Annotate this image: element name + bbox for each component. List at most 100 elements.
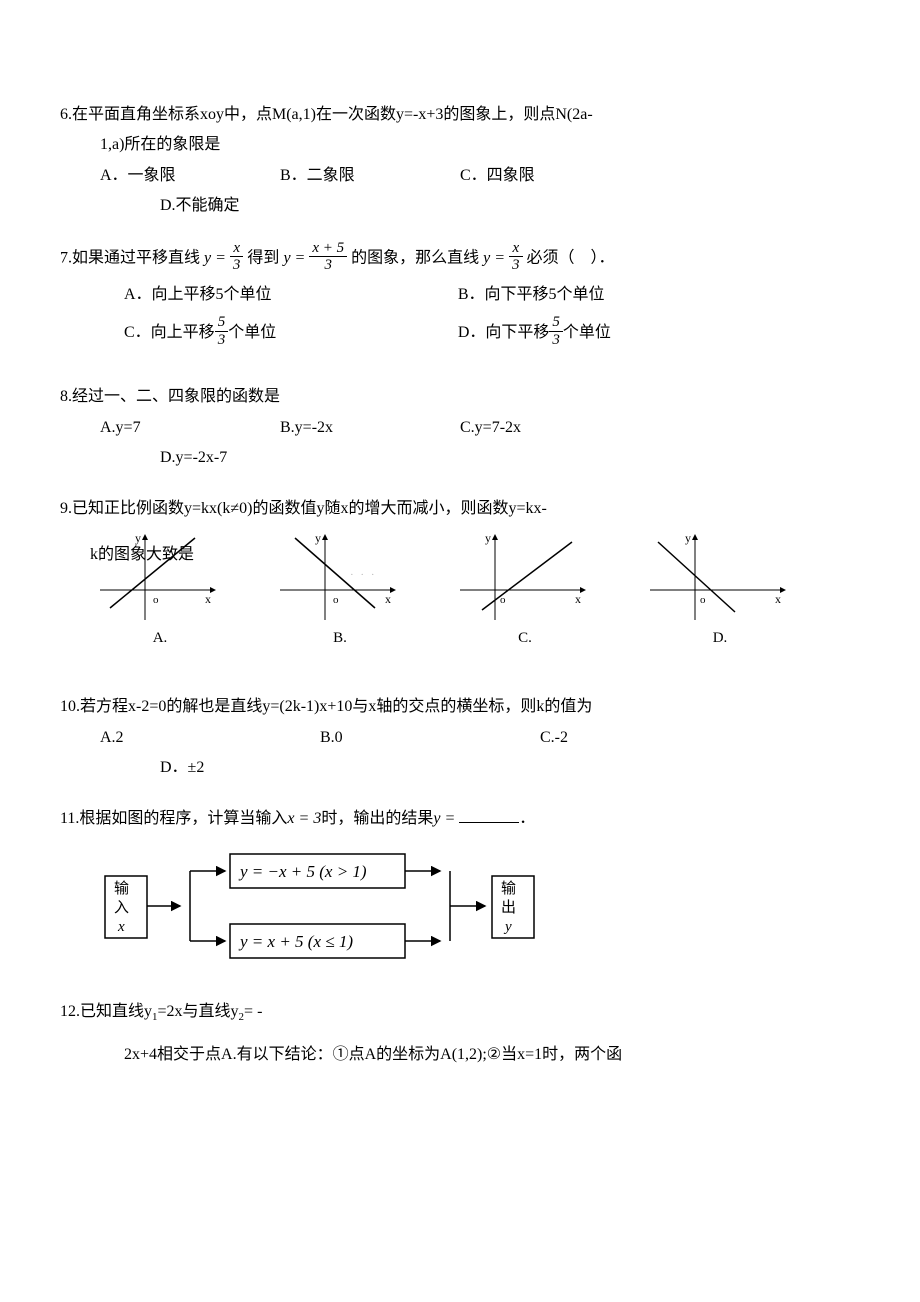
- q11-number: 11.: [60, 810, 79, 827]
- svg-text:y: y: [315, 531, 321, 545]
- q7-opt-c-frac: 53: [215, 314, 229, 348]
- q7-t2: 得到: [247, 249, 279, 266]
- q7-opt-a: A．向上平移5个单位: [124, 276, 448, 314]
- q12-t3: = -: [244, 1003, 262, 1020]
- q9-graph-b-label: B.: [280, 624, 400, 653]
- q7-opt-d-den: 3: [549, 332, 563, 349]
- q6-number: 6.: [60, 106, 72, 123]
- q7-t3: 的图象，那么直线: [351, 249, 479, 266]
- q10-opt-c: C.-2: [540, 723, 700, 753]
- q6-stem-line1: 6.在平面直角坐标系xoy中，点M(a,1)在一次函数y=-x+3的图象上，则点…: [60, 100, 860, 130]
- q10-opt-a: A.2: [100, 723, 300, 753]
- svg-text:y: y: [135, 531, 141, 545]
- question-6: 6.在平面直角坐标系xoy中，点M(a,1)在一次函数y=-x+3的图象上，则点…: [60, 100, 860, 222]
- q10-opt-b: B.0: [320, 723, 520, 753]
- q11-out-l2: 出: [501, 899, 516, 916]
- svg-text:o: o: [153, 594, 159, 606]
- q10-options-row2: D．±2: [60, 753, 860, 783]
- question-10: 10.若方程x-2=0的解也是直线y=(2k-1)x+10与x轴的交点的横坐标，…: [60, 692, 860, 783]
- q11-t1: 根据如图的程序，计算当输入: [79, 810, 287, 827]
- q11-t2: 时，输出的结果: [321, 810, 433, 827]
- question-9: 9.已知正比例函数y=kx(k≠0)的函数值y随x的增大而减小，则函数y=kx-…: [60, 494, 860, 653]
- q11-y: y =: [433, 810, 455, 827]
- q8-options: A.y=7 B.y=-2x C.y=7-2x: [60, 413, 860, 443]
- q9-graph-c-label: C.: [460, 624, 590, 653]
- q10-text: 若方程x-2=0的解也是直线y=(2k-1)x+10与x轴的交点的横坐标，则k的…: [80, 698, 592, 715]
- q8-stem: 8.经过一、二、四象限的函数是: [60, 382, 860, 412]
- q9-graph-b-svg: y o x: [280, 530, 400, 620]
- q11-out-l3: y: [503, 919, 512, 935]
- q12-number: 12.: [60, 1003, 80, 1020]
- q6-text1: 在平面直角坐标系xoy中，点M(a,1)在一次函数y=-x+3的图象上，则点N(…: [72, 106, 593, 123]
- svg-text:x: x: [775, 592, 781, 606]
- q8-options-row2: D.y=-2x-7: [60, 443, 860, 473]
- q8-text: 经过一、二、四象限的函数是: [72, 388, 280, 405]
- q7-eq2-lhs: y =: [283, 249, 305, 266]
- svg-text:y: y: [485, 531, 491, 545]
- q7-t1: 如果通过平移直线: [72, 249, 200, 266]
- q12-stem-line2: 2x+4相交于点A.有以下结论：①点A的坐标为A(1,2);②当x=1时，两个函: [60, 1040, 860, 1070]
- q6-options: A．一象限 B．二象限 C．四象限: [60, 161, 860, 191]
- q7-t4: 必须（ ）．: [527, 249, 615, 266]
- q7-frac3-den: 3: [509, 257, 523, 274]
- q9-graph-row: k的图象大致是 y o x A. y o x B.: [100, 530, 860, 653]
- q7-stem: 7.如果通过平移直线 y = x3 得到 y = x + 53 的图象，那么直线…: [60, 242, 860, 276]
- q7-frac1-num: x: [230, 240, 244, 258]
- q6-opt-b: B．二象限: [280, 161, 440, 191]
- q7-eq3-lhs: y =: [483, 249, 505, 266]
- svg-text:x: x: [385, 592, 391, 606]
- q7-frac1: x3: [230, 240, 244, 274]
- svg-text:x: x: [575, 592, 581, 606]
- q6-opt-d: D.不能确定: [160, 197, 240, 214]
- q7-opt-c-pre: C．向上平移: [124, 324, 215, 341]
- question-11: 11.根据如图的程序，计算当输入x = 3时，输出的结果y = ． 输 入 x …: [60, 804, 860, 978]
- q7-opt-d-post: 个单位: [563, 324, 611, 341]
- q8-opt-c: C.y=7-2x: [460, 413, 680, 443]
- q11-blank: [459, 806, 519, 823]
- q11-flowchart: 输 入 x y = −x + 5 (x > 1) y = x + 5 (x ≤ …: [100, 846, 860, 977]
- q7-opt-c: C．向上平移53个单位: [124, 314, 448, 352]
- question-8: 8.经过一、二、四象限的函数是 A.y=7 B.y=-2x C.y=7-2x D…: [60, 382, 860, 473]
- q7-opt-c-num: 5: [215, 314, 229, 332]
- q12-t1: 已知直线y: [80, 1003, 152, 1020]
- q11-out-l1: 输: [501, 880, 516, 897]
- q9-graph-d-svg: y o x: [650, 530, 790, 620]
- q7-number: 7.: [60, 249, 72, 266]
- q10-stem: 10.若方程x-2=0的解也是直线y=(2k-1)x+10与x轴的交点的横坐标，…: [60, 692, 860, 722]
- q9-text1: 已知正比例函数y=kx(k≠0)的函数值y随x的增大而减小，则函数y=kx-: [72, 500, 547, 517]
- q8-opt-b: B.y=-2x: [280, 413, 440, 443]
- q10-number: 10.: [60, 698, 80, 715]
- q7-opt-d-frac: 53: [549, 314, 563, 348]
- q7-opt-d-pre: D．向下平移: [458, 324, 550, 341]
- q7-options: A．向上平移5个单位 B．向下平移5个单位 C．向上平移53个单位 D．向下平移…: [60, 276, 860, 353]
- svg-text:o: o: [700, 594, 706, 606]
- q9-number: 9.: [60, 500, 72, 517]
- q11-stem: 11.根据如图的程序，计算当输入x = 3时，输出的结果y = ．: [60, 804, 860, 834]
- q8-opt-a: A.y=7: [100, 413, 260, 443]
- q9-graph-d: y o x D.: [650, 530, 790, 653]
- q10-opt-d: D．±2: [160, 759, 204, 776]
- q10-options: A.2 B.0 C.-2: [60, 723, 860, 753]
- q11-in-l1: 输: [114, 880, 129, 897]
- q11-branch1: y = −x + 5 (x > 1): [238, 862, 367, 881]
- question-7: 7.如果通过平移直线 y = x3 得到 y = x + 53 的图象，那么直线…: [60, 242, 860, 353]
- q7-opt-d: D．向下平移53个单位: [458, 314, 782, 352]
- q7-opt-c-den: 3: [215, 332, 229, 349]
- q11-flowchart-svg: 输 入 x y = −x + 5 (x > 1) y = x + 5 (x ≤ …: [100, 846, 560, 966]
- q7-frac3: x3: [509, 240, 523, 274]
- svg-text:o: o: [333, 594, 339, 606]
- q6-opt-c: C．四象限: [460, 161, 620, 191]
- q8-opt-d: D.y=-2x-7: [160, 449, 227, 466]
- q9-graph-a: y o x A.: [100, 530, 220, 653]
- q7-frac1-den: 3: [230, 257, 244, 274]
- q7-frac3-num: x: [509, 240, 523, 258]
- q7-opt-c-post: 个单位: [228, 324, 276, 341]
- q6-options-row2: D.不能确定: [60, 191, 860, 221]
- q11-branch2: y = x + 5 (x ≤ 1): [238, 932, 353, 951]
- q9-graph-b: y o x B.: [280, 530, 400, 653]
- q6-opt-a: A．一象限: [100, 161, 260, 191]
- q9-stem-line1: 9.已知正比例函数y=kx(k≠0)的函数值y随x的增大而减小，则函数y=kx-: [60, 494, 860, 524]
- question-12: 12.已知直线y1=2x与直线y2= - 2x+4相交于点A.有以下结论：①点A…: [60, 997, 860, 1070]
- q7-frac2: x + 53: [309, 240, 347, 274]
- q9-graph-c: y o x C.: [460, 530, 590, 653]
